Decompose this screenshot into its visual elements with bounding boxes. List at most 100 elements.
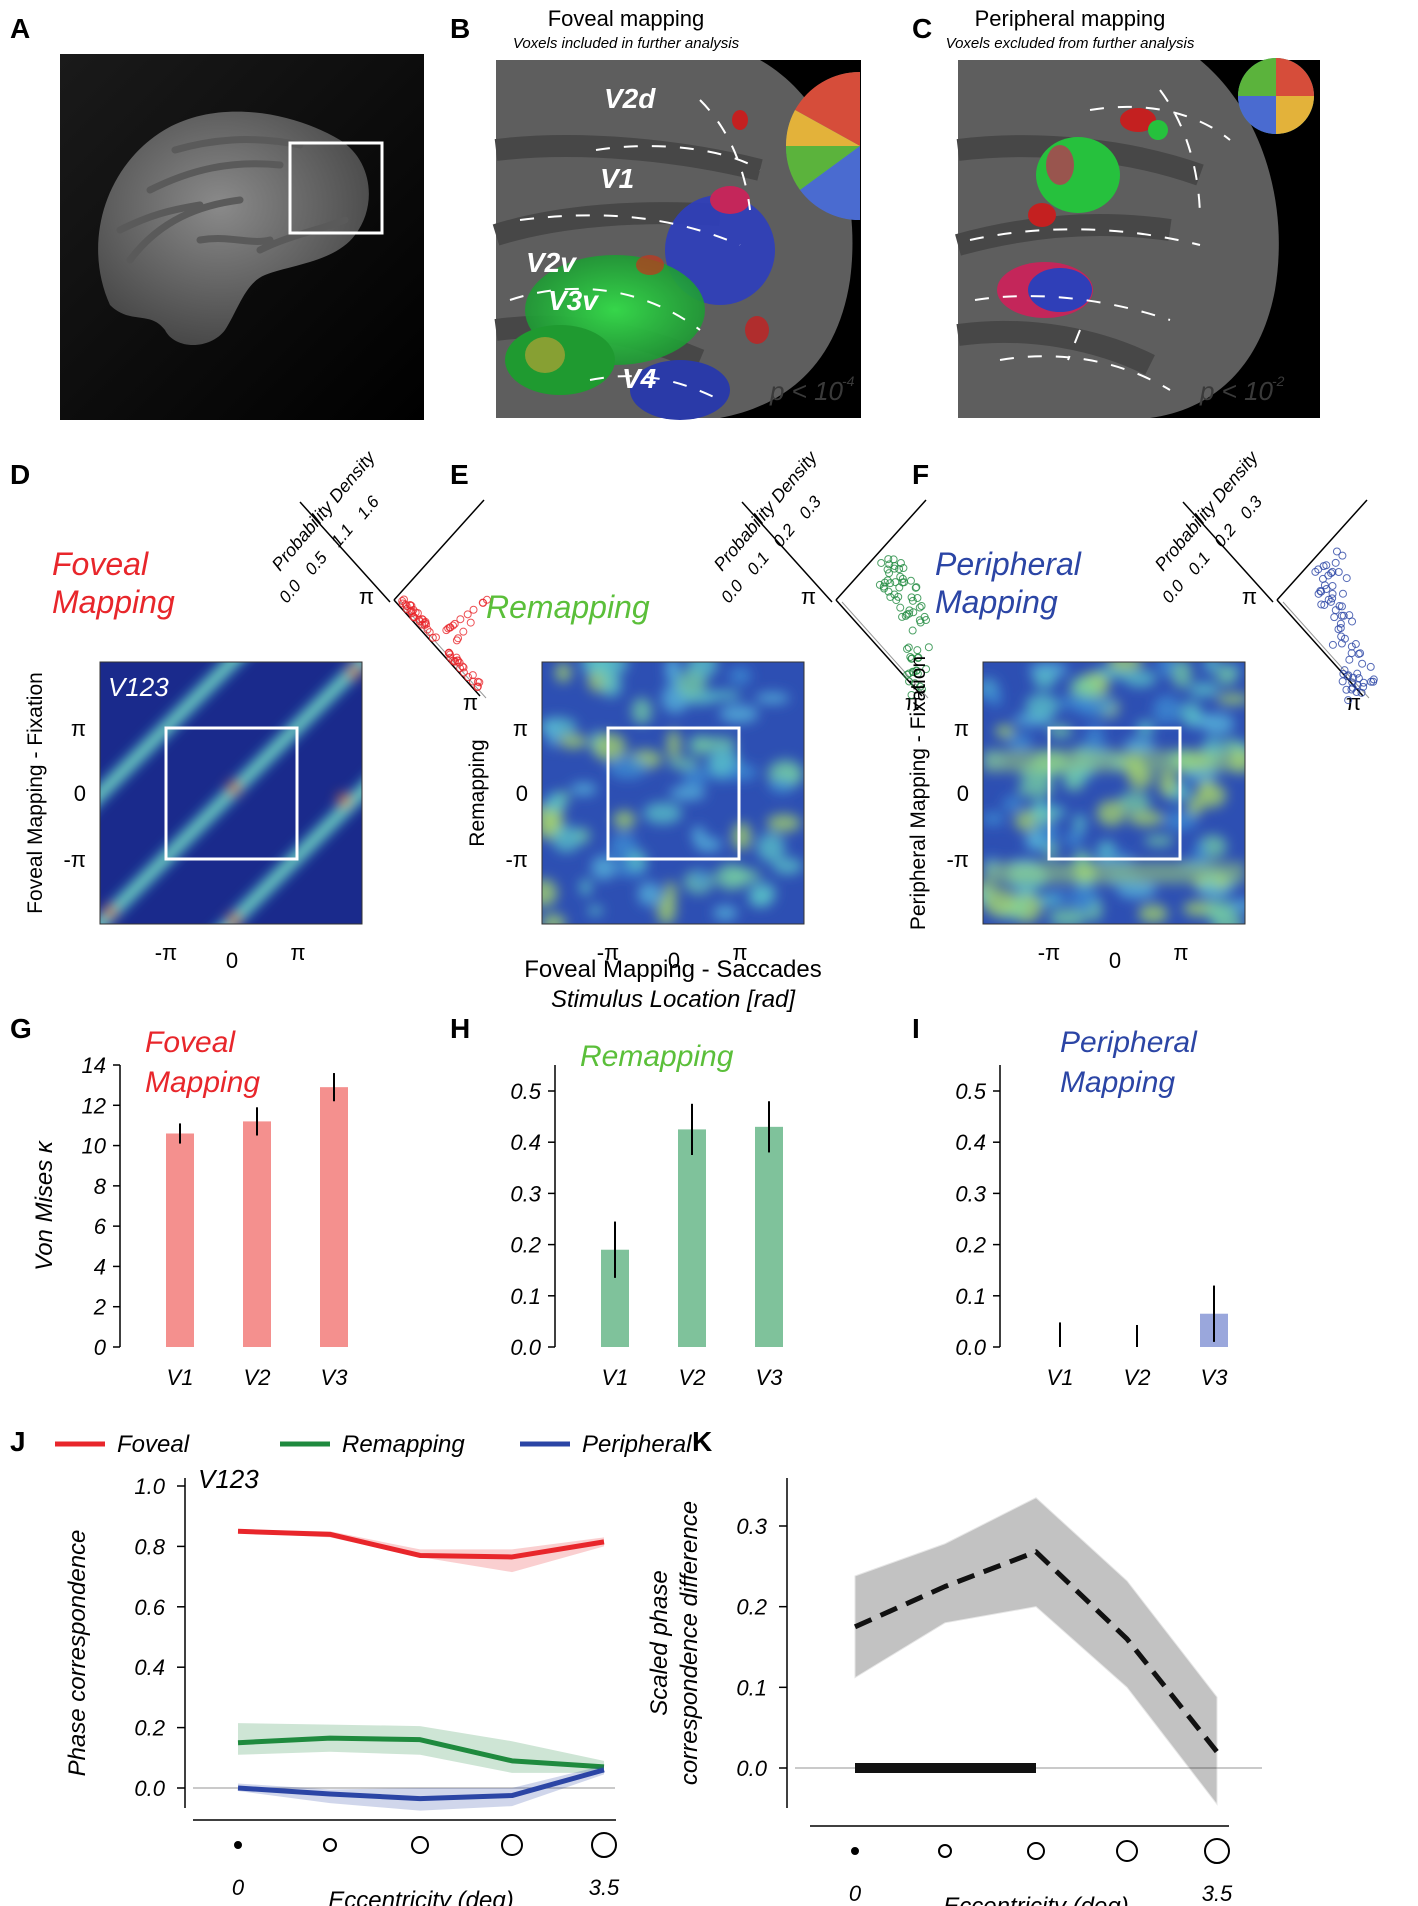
bar-chart-title: Mapping xyxy=(1060,1066,1175,1099)
bar-ytick: 0.0 xyxy=(955,1335,986,1360)
bar-chart-i: 0.0 0.1 0.2 0.3 0.4 0.5 V1 V2 V3 Peripheral Mappin… xyxy=(955,1026,1228,1390)
bar-ytick: 0.2 xyxy=(510,1233,541,1258)
area-label-v3v: V3v xyxy=(548,285,599,316)
area-label-v2v: V2v xyxy=(526,247,577,278)
line-ylabel: Scaled phase xyxy=(646,1570,673,1715)
bar-category-label: V2 xyxy=(244,1365,271,1390)
panel-label-j: J xyxy=(10,1426,26,1457)
bar-ytick: 0.1 xyxy=(510,1284,541,1309)
bar-category-label: V2 xyxy=(679,1365,706,1390)
bar-chart-h: 0.0 0.1 0.2 0.3 0.4 0.5 V1 V2 V3 Remapping xyxy=(510,1040,783,1390)
matrix-f-ylabel: Peripheral Mapping - Fixation xyxy=(907,656,930,930)
line-ytick: 0.0 xyxy=(134,1776,165,1801)
line-ytick: 0.2 xyxy=(134,1716,165,1741)
density-tick: 1.6 xyxy=(353,492,383,523)
matrix-panel-d: V123 π 0 -π -π 0 π Foveal Mapping - Fixation Fov… xyxy=(24,447,491,973)
bar-category-label: V1 xyxy=(167,1365,194,1390)
line-ytick: 0.8 xyxy=(134,1534,165,1559)
brain-image-b: V2d V1 V2v V3v V4 p < 10 -4 xyxy=(492,60,861,420)
matrix-region-label: V123 xyxy=(108,672,169,702)
line-ytick: 0.1 xyxy=(736,1675,767,1700)
bar-ytick: 0.4 xyxy=(955,1130,986,1155)
line-region-label: V123 xyxy=(198,1464,259,1494)
panel-label-e: E xyxy=(450,459,469,490)
significance-bar xyxy=(855,1763,1036,1773)
matrix-xlabel: Foveal Mapping - Saccades xyxy=(524,956,822,983)
matrix-d-ylabel: Foveal Mapping - Fixation xyxy=(24,672,47,914)
line-ytick: 1.0 xyxy=(134,1474,165,1499)
bar-category-label: V3 xyxy=(756,1365,784,1390)
confidence-band xyxy=(238,1529,604,1573)
line-xlabel: Eccentricity (deg) xyxy=(943,1893,1128,1906)
series-line xyxy=(853,1549,1219,1754)
eccentricity-marker xyxy=(411,1836,429,1854)
bar-ytick: 2 xyxy=(93,1295,106,1320)
matrix-xlabel-2: Stimulus Location [rad] xyxy=(551,986,796,1013)
eccentricity-marker xyxy=(323,1838,337,1852)
line-xtick: 3.5 xyxy=(589,1875,620,1900)
bar-category-label: V3 xyxy=(1201,1365,1229,1390)
matrix-f-xtick: π xyxy=(1173,940,1188,965)
peripheral-mapping-title: Peripheral mapping xyxy=(975,6,1166,31)
p-value-peripheral-exponent: -2 xyxy=(1272,373,1285,389)
matrix-f-title: Mapping xyxy=(935,584,1058,620)
heatmap-d xyxy=(100,662,362,924)
legend-label: Peripheral xyxy=(582,1431,692,1458)
density-tick: 0.5 xyxy=(301,548,331,579)
bar-ytick: 0 xyxy=(94,1335,107,1360)
p-value-foveal-exponent: -4 xyxy=(842,373,855,389)
matrix-d-title: Mapping xyxy=(52,584,175,620)
eccentricity-marker xyxy=(851,1847,859,1855)
line-xtick: 0 xyxy=(232,1875,245,1900)
panel-label-a: A xyxy=(10,13,30,44)
line-ytick: 0.2 xyxy=(736,1595,767,1620)
eccentricity-marker xyxy=(938,1844,952,1858)
matrix-e-ylabel: Remapping xyxy=(466,739,489,846)
confidence-band xyxy=(854,1497,1218,1806)
legend-j: Foveal Remapping Peripheral xyxy=(55,1431,692,1458)
density-points-d xyxy=(398,595,491,692)
panel-label-g: G xyxy=(10,1013,32,1044)
panel-label-d: D xyxy=(10,459,30,490)
matrix-e-xtick: π xyxy=(732,940,747,965)
area-label-v4: V4 xyxy=(622,363,657,394)
bar-v1 xyxy=(166,1133,194,1347)
bar-v2 xyxy=(678,1129,706,1347)
area-label-v2d: V2d xyxy=(604,83,656,114)
eccentricity-marker xyxy=(1116,1840,1138,1862)
density-pi-bottom: π xyxy=(1346,690,1361,715)
matrix-f-ytick: π xyxy=(954,716,969,741)
bar-category-label: V2 xyxy=(1124,1365,1151,1390)
heatmap-e xyxy=(542,662,804,924)
foveal-mapping-subtitle: Voxels included in further analysis xyxy=(513,35,740,52)
matrix-f-zoom-box xyxy=(1047,726,1182,861)
bar-chart-title: Mapping xyxy=(145,1066,260,1099)
matrix-f-ytick: 0 xyxy=(957,781,969,806)
density-tick: 0.0 xyxy=(1158,576,1188,607)
foveal-mapping-title: Foveal mapping xyxy=(548,6,705,31)
matrix-d-zoom-box xyxy=(164,726,299,861)
bar-ytick: 6 xyxy=(94,1214,107,1239)
bar-ytick: 0.4 xyxy=(510,1130,541,1155)
matrix-e-xtick: -π xyxy=(597,940,620,965)
density-tick: 1.1 xyxy=(327,520,357,550)
density-tick: 0.3 xyxy=(1236,492,1266,523)
line-charts: Foveal Remapping Peripheral 0.0 0.2 0.4 0.6 0.8… xyxy=(55,1431,1262,1906)
matrix-d-xtick: 0 xyxy=(226,948,238,973)
line-ytick: 0.0 xyxy=(736,1756,767,1781)
eccentricity-marker xyxy=(234,1841,242,1849)
eccentricity-marker xyxy=(501,1834,523,1856)
panel-label-c: C xyxy=(912,13,932,44)
matrix-f-xtick: 0 xyxy=(1109,948,1121,973)
density-tick: 0.0 xyxy=(717,576,747,607)
matrix-d-xtick: -π xyxy=(155,940,178,965)
density-tick: 0.3 xyxy=(795,492,825,523)
bar-category-label: V1 xyxy=(1047,1365,1074,1390)
density-tick: 0.1 xyxy=(743,548,773,578)
eccentricity-marker xyxy=(1204,1838,1230,1864)
bar-ytick: 0.3 xyxy=(510,1181,541,1206)
bar-v3 xyxy=(755,1126,783,1347)
line-xlabel: Eccentricity (deg) xyxy=(328,1887,513,1906)
bar-ytick: 8 xyxy=(94,1174,107,1199)
